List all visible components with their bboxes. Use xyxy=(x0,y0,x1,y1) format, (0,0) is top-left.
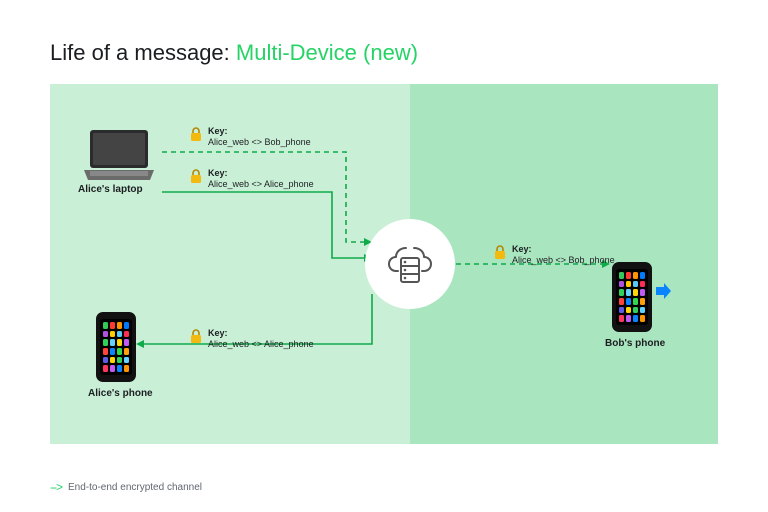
title-accent: Multi-Device (new) xyxy=(236,40,418,65)
legend-arrow-icon: --> xyxy=(50,480,62,494)
legend-text: End-to-end encrypted channel xyxy=(68,482,202,493)
diagram-canvas: Alice's laptop Alice's phone Bob's phone… xyxy=(50,84,718,444)
page-title: Life of a message: Multi-Device (new) xyxy=(50,40,718,66)
alice-laptop-icon xyxy=(80,128,158,178)
lock-icon xyxy=(188,328,204,344)
lock-icon xyxy=(188,168,204,184)
server-icon xyxy=(386,240,434,288)
legend: --> End-to-end encrypted channel xyxy=(50,480,202,494)
server-node xyxy=(365,219,455,309)
key-label-3: Key: Alice_web <> Alice_phone xyxy=(208,328,314,351)
send-arrow-icon xyxy=(654,282,672,300)
key-label-1: Key: Alice_web <> Bob_phone xyxy=(208,126,311,149)
lock-icon xyxy=(492,244,508,260)
alice-phone-label: Alice's phone xyxy=(88,388,153,399)
alice-phone-icon xyxy=(96,312,136,382)
bob-phone-icon xyxy=(612,262,652,332)
key-label-2: Key: Alice_web <> Alice_phone xyxy=(208,168,314,191)
bob-phone-label: Bob's phone xyxy=(605,338,665,349)
key-label-4: Key: Alice_web <> Bob_phone xyxy=(512,244,615,267)
title-prefix: Life of a message: xyxy=(50,40,236,65)
lock-icon xyxy=(188,126,204,142)
alice-laptop-label: Alice's laptop xyxy=(78,184,143,195)
